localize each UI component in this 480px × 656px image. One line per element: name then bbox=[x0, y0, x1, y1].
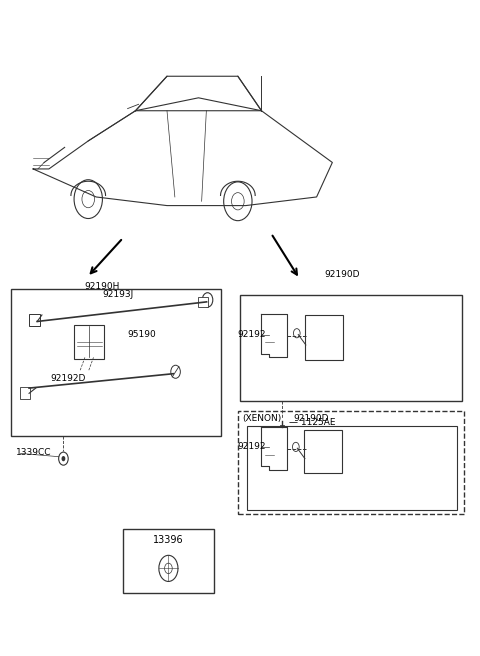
FancyBboxPatch shape bbox=[240, 295, 462, 401]
Text: 92192: 92192 bbox=[238, 330, 266, 339]
FancyBboxPatch shape bbox=[11, 289, 221, 436]
FancyBboxPatch shape bbox=[238, 411, 464, 514]
Text: 1339CC: 1339CC bbox=[16, 447, 51, 457]
Text: 95190: 95190 bbox=[128, 330, 156, 339]
FancyBboxPatch shape bbox=[20, 388, 31, 399]
Text: 92192D: 92192D bbox=[50, 374, 86, 383]
FancyBboxPatch shape bbox=[247, 426, 457, 510]
Text: 13396: 13396 bbox=[153, 535, 184, 545]
FancyBboxPatch shape bbox=[74, 325, 104, 359]
Text: 92192: 92192 bbox=[238, 442, 266, 451]
Text: 92190D: 92190D bbox=[294, 414, 329, 422]
Text: 92190D: 92190D bbox=[325, 270, 360, 279]
FancyBboxPatch shape bbox=[29, 314, 40, 326]
FancyBboxPatch shape bbox=[198, 297, 208, 307]
Text: 92190H: 92190H bbox=[84, 281, 120, 291]
Text: (XENON): (XENON) bbox=[242, 414, 282, 422]
FancyBboxPatch shape bbox=[304, 430, 342, 473]
Text: — 1125AE: — 1125AE bbox=[288, 419, 335, 427]
FancyBboxPatch shape bbox=[305, 315, 343, 360]
FancyBboxPatch shape bbox=[123, 529, 214, 592]
Circle shape bbox=[61, 456, 65, 461]
Text: 92193J: 92193J bbox=[103, 289, 134, 298]
